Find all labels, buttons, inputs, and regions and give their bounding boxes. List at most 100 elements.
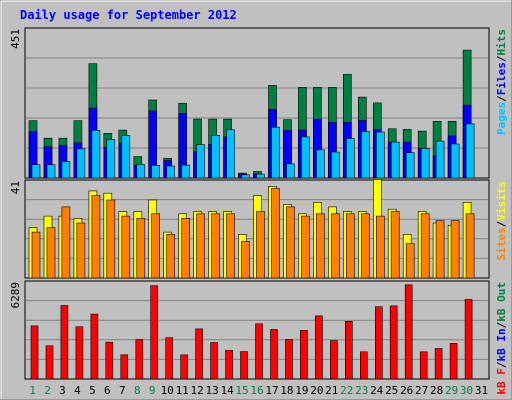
bar-pages-day-7 [121,135,131,179]
bar-kb-f-day-9 [150,285,158,380]
bar-kb-f-day-19 [300,329,308,380]
visits-sites-panel: 41 Sites/Visits [9,179,508,279]
bar-kb-f-day-3 [60,305,69,380]
bar-kb-f-day-1 [30,325,39,380]
bar-kb-f-day-17 [270,329,278,380]
x-label-day-8: 8 [134,384,141,397]
x-label-day-3: 3 [59,384,66,397]
bar-kb-f-day-2 [45,345,54,380]
bar-sites-day-26 [405,243,415,279]
bar-sites-day-3 [61,206,71,279]
bar-pages-day-29 [450,143,460,179]
bar-sites-day-20 [316,213,325,279]
x-label-day-30: 30 [460,384,473,397]
hits-files-pages-panel: 451 Pages/Files/Hits [9,27,508,179]
x-label-day-6: 6 [104,384,111,397]
bar-kb-f-day-21 [330,340,338,380]
bar-kb-f-day-6 [105,341,114,380]
bar-pages-day-5 [91,130,101,179]
x-label-day-26: 26 [400,384,413,397]
bar-pages-day-9 [151,165,160,179]
x-label-day-27: 27 [415,384,428,397]
x-label-day-23: 23 [355,384,368,397]
x-label-day-12: 12 [190,384,203,397]
bar-kb-f-day-8 [135,339,144,380]
bar-sites-day-11 [181,218,190,279]
panel-top-max-label: 451 [9,29,22,49]
bar-kb-f-day-15 [240,351,248,380]
bar-pages-day-26 [405,152,415,179]
bar-pages-day-4 [76,148,86,179]
x-label-day-18: 18 [280,384,293,397]
bar-sites-day-15 [241,241,250,279]
bar-kb-f-day-14 [225,349,233,380]
bar-pages-day-16 [256,173,265,179]
x-label-day-2: 2 [44,384,51,397]
panel-top-bars [28,49,475,179]
bar-pages-day-19 [301,136,310,179]
bar-sites-day-16 [256,211,265,279]
bar-kb-f-day-29 [449,343,458,380]
legend-entry: / [495,95,508,102]
x-label-day-15: 15 [235,384,248,397]
bar-pages-day-17 [271,126,280,179]
bar-pages-day-24 [375,131,385,179]
x-label-day-14: 14 [220,384,234,397]
bar-sites-day-6 [106,199,116,279]
bar-kb-f-day-13 [210,342,218,380]
bar-sites-day-5 [91,195,101,279]
chart-title: Daily usage for September 2012 [20,8,237,22]
bar-sites-day-22 [345,213,355,279]
bar-sites-day-23 [360,213,370,279]
x-label-day-11: 11 [176,384,189,397]
bar-pages-day-14 [226,129,235,179]
bar-sites-day-19 [301,215,310,279]
x-label-day-10: 10 [161,384,174,397]
bar-pages-day-13 [211,135,220,179]
bar-pages-day-22 [345,138,355,179]
bar-sites-day-18 [286,206,295,279]
bar-pages-day-18 [286,163,295,179]
panel-bot-max-label: 6289 [9,282,22,309]
x-label-day-5: 5 [89,384,96,397]
legend-entry: / [495,321,508,328]
bar-kb-f-day-27 [419,351,428,380]
bar-kb-f-day-23 [359,351,368,380]
bar-sites-day-21 [331,213,340,279]
x-label-day-16: 16 [250,384,263,397]
bar-pages-day-30 [465,123,475,179]
bar-kb-f-day-26 [404,284,413,380]
bar-kb-f-day-4 [75,326,84,380]
panel-mid-bars [28,179,475,279]
x-label-day-9: 9 [149,384,156,397]
bar-kb-f-day-18 [285,339,293,380]
bar-sites-day-8 [136,218,146,279]
bar-sites-day-9 [151,213,160,279]
legend-entry: kB Out [495,282,508,322]
bar-kb-f-day-30 [464,299,473,380]
bar-pages-day-10 [166,165,175,179]
x-label-day-31: 31 [475,384,488,397]
panel-mid-legend: Sites/Visits [495,181,508,261]
bar-sites-day-1 [31,231,41,279]
bar-pages-day-6 [106,139,116,179]
bar-pages-day-28 [435,140,445,179]
bar-sites-day-29 [450,220,460,279]
legend-entry: Files [495,62,508,95]
bar-kb-f-day-5 [90,313,99,380]
bar-kb-f-day-28 [434,348,443,380]
bar-pages-day-27 [420,148,430,179]
bar-pages-day-2 [46,164,56,179]
x-label-day-7: 7 [119,384,126,397]
bar-sites-day-24 [375,215,385,279]
bar-kb-f-day-22 [344,320,353,380]
x-label-day-25: 25 [385,384,398,397]
x-axis-day-labels: 1 2 3 4 5 6 7 8 9 10 11 12 13 14 15 16 17 18 19 20 21 22 23 24 2… [29,384,488,397]
x-label-day-21: 21 [325,384,338,397]
bar-kb-f-day-10 [165,337,173,380]
legend-entry: kB F [495,368,508,395]
legend-entry: / [495,55,508,62]
bar-pages-day-1 [31,164,41,179]
panel-top-gridlines [26,57,488,149]
